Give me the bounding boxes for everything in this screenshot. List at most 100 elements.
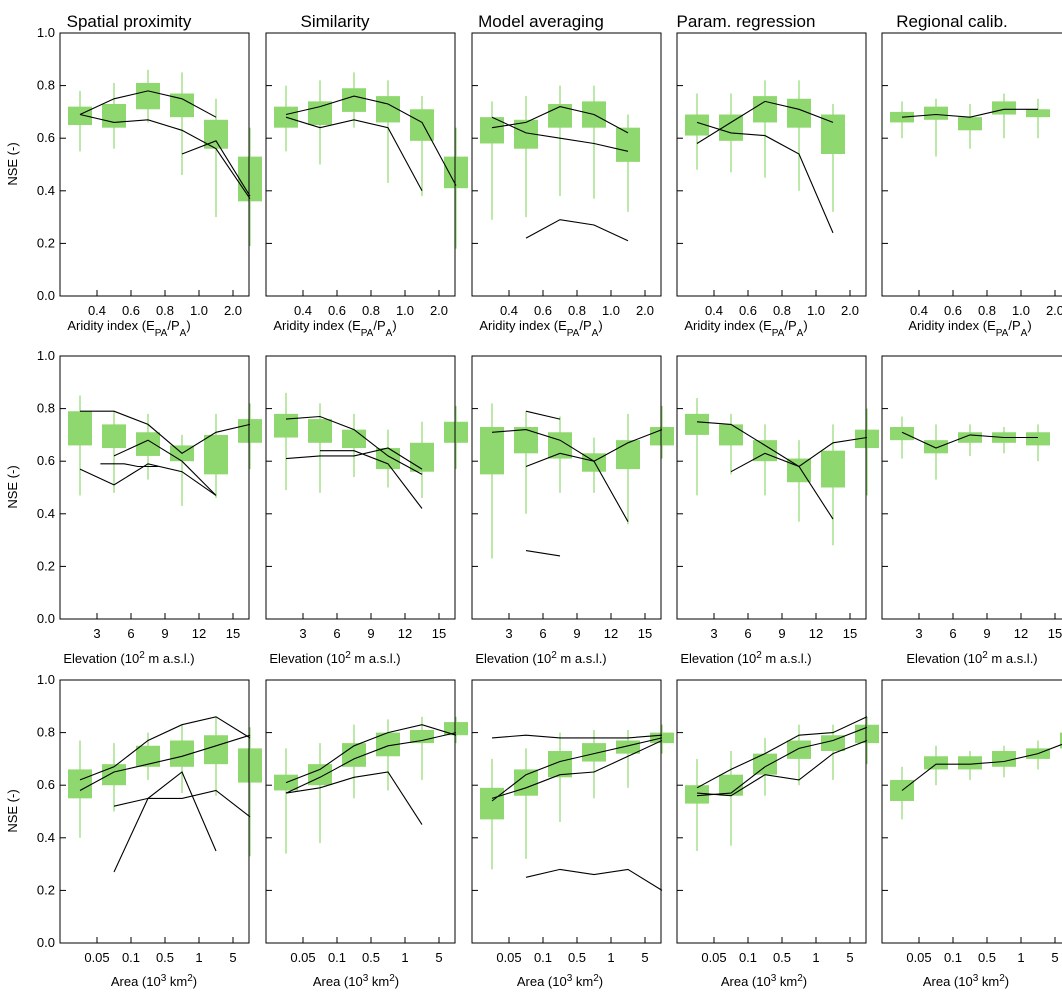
x-tick-label: 6 bbox=[744, 626, 751, 641]
x-tick-label: 5 bbox=[229, 950, 236, 965]
panel-row1-col4: 0.4 0.6 0.8 1.0 2.0 bbox=[676, 32, 867, 318]
box bbox=[787, 98, 811, 128]
x-tick-label: 2.0 bbox=[224, 303, 242, 318]
box bbox=[719, 424, 743, 446]
box bbox=[1026, 432, 1050, 446]
box bbox=[855, 429, 879, 449]
x-tick-label: 9 bbox=[367, 626, 374, 641]
x-tick-label: 5 bbox=[435, 950, 442, 965]
y-axis-label-row2: NSE (-) bbox=[5, 465, 20, 508]
x-axis-label-aridity-1: Aridity index (EPA/PA) bbox=[67, 318, 190, 339]
box bbox=[685, 114, 709, 136]
panel-row2-col2: 3 6 9 12 15 bbox=[265, 355, 468, 641]
y-tick-label: 0.8 bbox=[37, 401, 55, 416]
box bbox=[68, 411, 92, 446]
box bbox=[410, 442, 434, 472]
series-line bbox=[525, 410, 561, 420]
series-line bbox=[491, 116, 629, 152]
box bbox=[102, 424, 126, 449]
box bbox=[616, 127, 640, 162]
y-tick-label: 0.8 bbox=[37, 725, 55, 740]
box bbox=[136, 432, 160, 456]
x-tick-label: 1 bbox=[607, 950, 614, 965]
x-tick-label: 1 bbox=[401, 950, 408, 965]
box bbox=[753, 96, 777, 123]
box bbox=[376, 732, 400, 757]
x-tick-label: 15 bbox=[432, 626, 446, 641]
x-tick-label: 15 bbox=[843, 626, 857, 641]
box bbox=[342, 743, 366, 767]
box bbox=[685, 413, 709, 435]
series-line bbox=[285, 732, 457, 794]
x-tick-label: 0.1 bbox=[534, 950, 552, 965]
panel-row1-col5: 0.4 0.6 0.8 1.0 2.0 bbox=[881, 32, 1062, 318]
x-tick-label: 15 bbox=[1048, 626, 1062, 641]
x-tick-label: 3 bbox=[710, 626, 717, 641]
x-tick-label: 0.8 bbox=[362, 303, 380, 318]
x-tick-label: 12 bbox=[1014, 626, 1028, 641]
box bbox=[274, 413, 298, 438]
box bbox=[753, 753, 777, 775]
box bbox=[136, 82, 160, 110]
column-title-spatial-proximity: Spatial proximity bbox=[67, 12, 192, 31]
x-axis-label-area-3: Area (103 km2) bbox=[517, 973, 603, 990]
x-tick-label: 1 bbox=[812, 950, 819, 965]
box bbox=[582, 743, 606, 762]
column-title-model-averaging: Model averaging bbox=[478, 12, 604, 31]
x-tick-label: 1.0 bbox=[190, 303, 208, 318]
x-tick-label: 0.4 bbox=[88, 303, 106, 318]
x-tick-label: 2.0 bbox=[1046, 303, 1062, 318]
box bbox=[410, 729, 434, 744]
x-tick-label: 2.0 bbox=[636, 303, 654, 318]
x-tick-label: 3 bbox=[93, 626, 100, 641]
x-tick-label: 0.4 bbox=[294, 303, 312, 318]
series-line bbox=[525, 452, 629, 522]
box bbox=[204, 434, 228, 475]
x-tick-label: 6 bbox=[539, 626, 546, 641]
series-line bbox=[901, 743, 1062, 791]
box bbox=[274, 106, 298, 128]
box bbox=[890, 427, 914, 441]
series-line bbox=[113, 771, 217, 873]
box bbox=[821, 735, 845, 752]
x-tick-label: 0.05 bbox=[496, 950, 521, 965]
y-tick-label: 0.0 bbox=[37, 935, 55, 950]
y-axis-label-row1: NSE (-) bbox=[5, 142, 20, 185]
x-tick-label: 9 bbox=[573, 626, 580, 641]
box bbox=[992, 751, 1016, 767]
box bbox=[616, 740, 640, 754]
x-axis-label-area-1: Area (103 km2) bbox=[111, 973, 197, 990]
y-tick-label: 0.0 bbox=[37, 611, 55, 626]
x-tick-label: 0.5 bbox=[156, 950, 174, 965]
x-tick-label: 0.5 bbox=[362, 950, 380, 965]
series-line bbox=[113, 439, 217, 496]
series-line bbox=[696, 739, 868, 797]
series-line bbox=[79, 734, 251, 791]
x-tick-label: 3 bbox=[505, 626, 512, 641]
series-line bbox=[79, 113, 251, 200]
series-line bbox=[491, 740, 663, 799]
column-title-param-regression: Param. regression bbox=[677, 12, 816, 31]
series-line bbox=[79, 90, 217, 118]
panel-frame bbox=[881, 355, 1062, 620]
x-tick-label: 0.4 bbox=[705, 303, 723, 318]
x-tick-label: 0.5 bbox=[978, 950, 996, 965]
x-tick-label: 1.0 bbox=[396, 303, 414, 318]
x-axis-label-elevation-3: Elevation (102 m a.s.l.) bbox=[475, 650, 606, 667]
box bbox=[102, 104, 126, 128]
series-line bbox=[696, 421, 868, 468]
y-tick-label: 0.6 bbox=[37, 777, 55, 792]
panel-row3-col3: 0.05 0.1 0.5 1 5 bbox=[471, 679, 674, 965]
box bbox=[1060, 732, 1062, 749]
series-line bbox=[491, 737, 663, 802]
x-tick-label: 0.8 bbox=[156, 303, 174, 318]
panel-frame bbox=[471, 679, 662, 944]
panel-row2-col4: 3 6 9 12 15 bbox=[676, 355, 879, 641]
x-tick-label: 3 bbox=[915, 626, 922, 641]
panel-frame bbox=[265, 679, 456, 944]
box bbox=[68, 769, 92, 799]
box bbox=[204, 735, 228, 765]
y-axis-label-row3: NSE (-) bbox=[5, 789, 20, 832]
series-line bbox=[901, 431, 1038, 449]
series-line bbox=[696, 716, 868, 789]
